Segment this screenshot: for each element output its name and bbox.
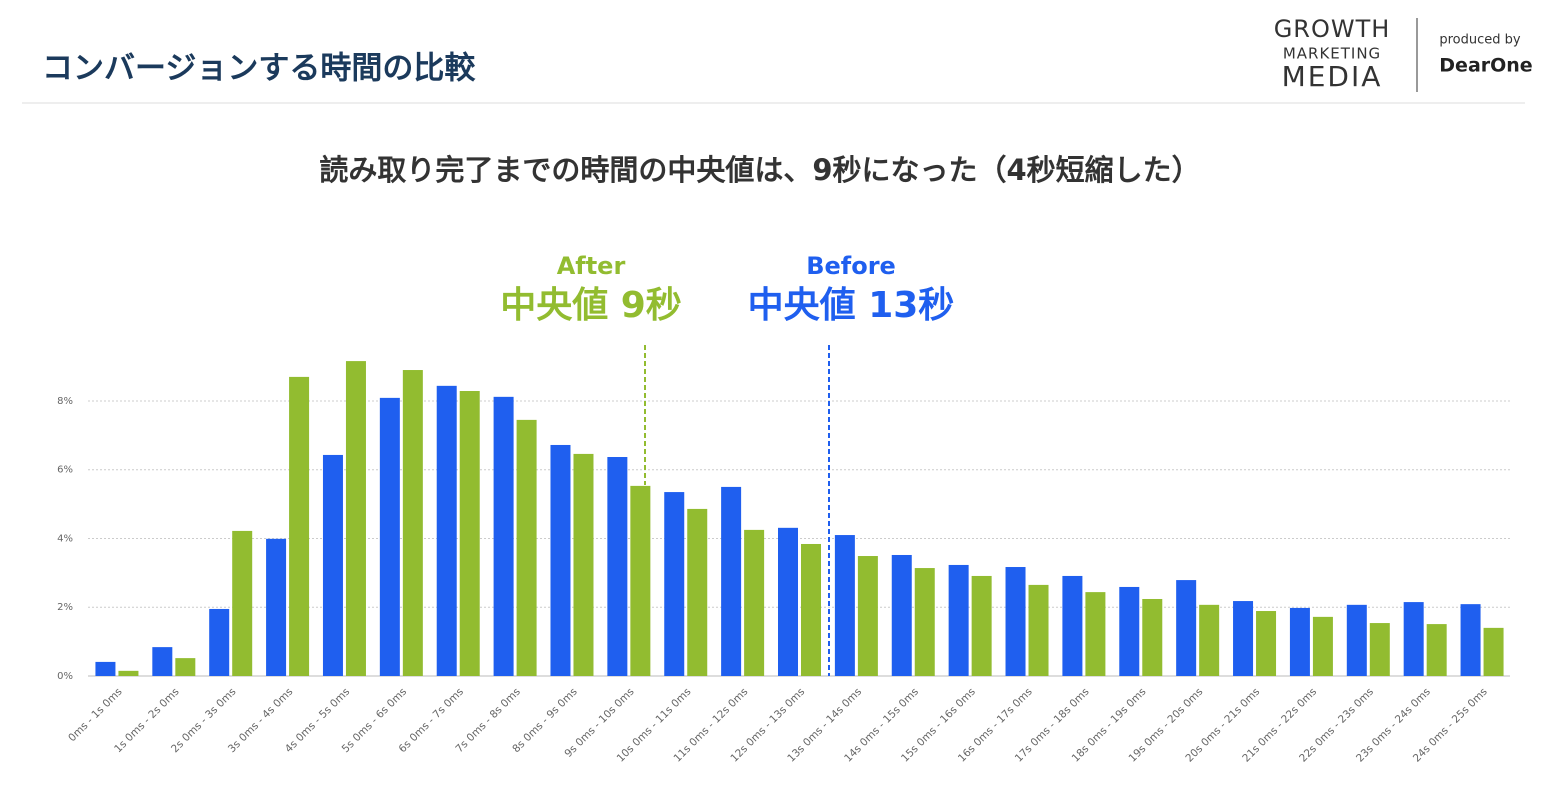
bar: [891, 554, 912, 676]
logo-line: MARKETING: [1283, 45, 1381, 63]
produced-by: produced by: [1439, 33, 1521, 48]
median-value: 中央値 9秒: [500, 285, 682, 326]
bar: [1233, 601, 1254, 676]
bar: [95, 661, 116, 676]
bar: [516, 419, 537, 676]
bar: [1085, 592, 1106, 676]
bar: [1312, 616, 1333, 676]
bar: [971, 575, 992, 676]
bar: [1346, 604, 1367, 676]
bar: [1176, 580, 1197, 676]
bar: [1369, 623, 1390, 676]
bar: [232, 530, 253, 676]
brand: DearOne: [1439, 55, 1532, 77]
bar: [630, 485, 651, 676]
bar: [573, 453, 594, 676]
bar: [379, 397, 400, 676]
bar: [1119, 586, 1140, 676]
bar: [345, 361, 366, 676]
bar: [914, 568, 935, 676]
bar: [1005, 567, 1026, 676]
y-tick-label: 2%: [57, 602, 73, 613]
bar: [493, 396, 514, 676]
bar: [402, 370, 423, 676]
bar: [550, 444, 571, 676]
median-label: After: [557, 252, 626, 280]
bar: [459, 390, 480, 676]
y-tick-label: 4%: [57, 533, 73, 544]
bar: [1460, 604, 1481, 676]
y-tick-label: 6%: [57, 465, 73, 476]
bar: [1028, 584, 1049, 676]
bar: [744, 529, 765, 676]
bar: [1142, 598, 1163, 676]
bar: [801, 543, 821, 676]
bar: [209, 608, 230, 676]
slide-title: コンバージョンする時間の比較: [42, 51, 476, 87]
bar: [1062, 575, 1083, 676]
bar: [118, 670, 139, 676]
bar: [1199, 604, 1220, 676]
bar: [948, 564, 969, 676]
bar: [857, 556, 878, 676]
bar: [834, 535, 855, 676]
bar: [289, 376, 310, 676]
median-label: Before: [806, 252, 896, 280]
bar: [607, 457, 628, 676]
bar: [721, 486, 742, 676]
bar: [778, 527, 798, 676]
bar: [436, 385, 457, 676]
median-value: 中央値 13秒: [748, 285, 955, 326]
logo-line: MEDIA: [1282, 60, 1383, 93]
logo-line: GROWTH: [1274, 15, 1391, 43]
bar: [152, 647, 173, 676]
bar: [1426, 624, 1447, 676]
bar: [322, 454, 343, 676]
y-tick-label: 0%: [57, 671, 73, 682]
y-tick-label: 8%: [57, 396, 73, 407]
x-tick-label: 0ms - 1s 0ms: [66, 686, 124, 744]
bar: [664, 492, 685, 676]
bar: [266, 538, 287, 676]
bar: [1483, 627, 1504, 676]
bar: [1256, 611, 1277, 676]
bar: [687, 508, 708, 676]
bar: [1289, 607, 1310, 676]
bar: [1403, 602, 1424, 676]
bar: [175, 658, 196, 676]
chart-title: 読み取り完了までの時間の中央値は、9秒になった（4秒短縮した）: [319, 153, 1200, 187]
